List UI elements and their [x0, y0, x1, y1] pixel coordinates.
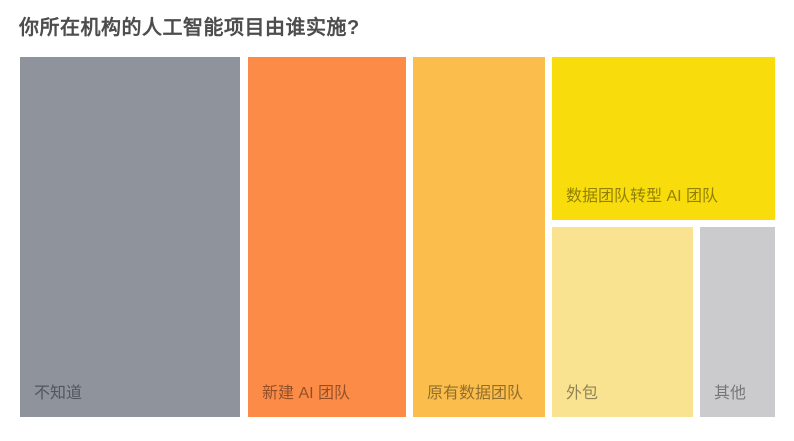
- treemap-cell-6[interactable]: 其他: [700, 227, 775, 417]
- treemap-cell-label: 原有数据团队: [427, 384, 524, 402]
- treemap-cell-label: 其他: [714, 384, 747, 402]
- chart-title: 你所在机构的人工智能项目由谁实施?: [19, 17, 360, 39]
- treemap-cell-label: 不知道: [34, 384, 83, 402]
- treemap-cell-4[interactable]: 数据团队转型 AI 团队: [552, 57, 775, 220]
- treemap-cell-label: 外包: [566, 384, 599, 402]
- treemap-cell-label: 数据团队转型 AI 团队: [566, 187, 719, 205]
- treemap-cell-3[interactable]: 原有数据团队: [413, 57, 545, 417]
- treemap-cell-label: 新建 AI 团队: [262, 384, 351, 402]
- treemap-cell-2[interactable]: 新建 AI 团队: [248, 57, 406, 417]
- treemap-cell-1[interactable]: 不知道: [20, 57, 240, 417]
- treemap-cell-5[interactable]: 外包: [552, 227, 693, 417]
